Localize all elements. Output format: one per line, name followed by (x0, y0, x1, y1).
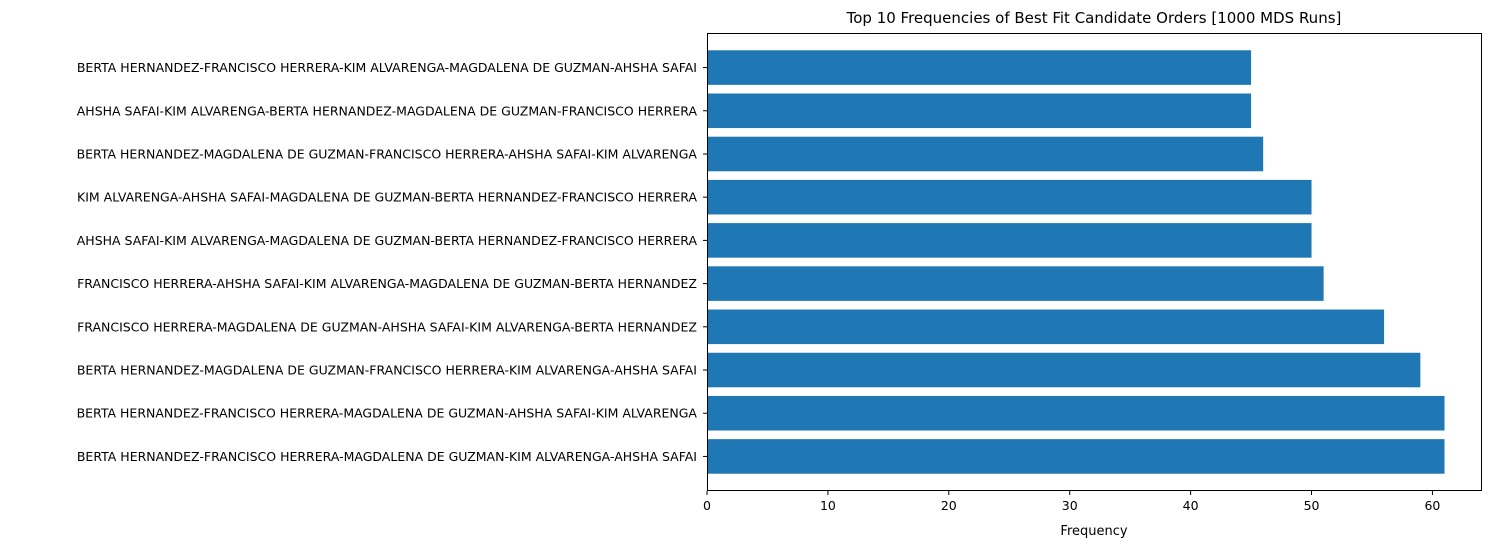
plot-frame (707, 33, 1482, 491)
x-tick-label: 60 (1424, 498, 1440, 513)
x-tick-label: 0 (703, 498, 711, 513)
x-tick-label: 20 (941, 498, 957, 513)
x-axis-ticks: 0 10 20 30 40 50 60 (703, 491, 1440, 513)
x-tick-label: 10 (820, 498, 836, 513)
x-tick-label: 30 (1062, 498, 1078, 513)
bar-8 (707, 93, 1252, 129)
y-tick-label: KIM ALVARENGA-AHSHA SAFAI-MAGDALENA DE G… (77, 190, 697, 205)
bar-9 (707, 50, 1252, 85)
bar-4 (707, 266, 1324, 301)
x-axis-label: Frequency (1060, 524, 1127, 539)
bar-1 (707, 395, 1445, 431)
bar-3 (707, 309, 1385, 345)
chart-title: Top 10 Frequencies of Best Fit Candidate… (846, 9, 1342, 27)
y-tick-label: FRANCISCO HERRERA-MAGDALENA DE GUZMAN-AH… (77, 319, 697, 334)
bar-5 (707, 223, 1312, 258)
bar-0 (707, 439, 1445, 474)
x-tick-label: 50 (1304, 498, 1320, 513)
y-axis-ticks: BERTA HERNANDEZ-FRANCISCO HERRERA-MAGDAL… (77, 60, 707, 464)
bars-group (707, 50, 1445, 474)
y-tick-label: BERTA HERNANDEZ-FRANCISCO HERRERA-MAGDAL… (77, 406, 698, 421)
bar-6 (707, 179, 1312, 215)
y-tick-label: BERTA HERNANDEZ-FRANCISCO HERRERA-MAGDAL… (77, 449, 697, 464)
bar-2 (707, 352, 1421, 388)
bar-7 (707, 136, 1264, 172)
y-tick-label: BERTA HERNANDEZ-FRANCISCO HERRERA-KIM AL… (77, 60, 697, 75)
x-tick-label: 40 (1183, 498, 1199, 513)
y-tick-label: BERTA HERNANDEZ-MAGDALENA DE GUZMAN-FRAN… (77, 146, 698, 161)
y-tick-label: AHSHA SAFAI-KIM ALVARENGA-MAGDALENA DE G… (77, 233, 698, 248)
y-tick-label: BERTA HERNANDEZ-MAGDALENA DE GUZMAN-FRAN… (77, 363, 697, 378)
y-tick-label: AHSHA SAFAI-KIM ALVARENGA-BERTA HERNANDE… (77, 103, 698, 118)
y-tick-label: FRANCISCO HERRERA-AHSHA SAFAI-KIM ALVARE… (77, 276, 697, 291)
